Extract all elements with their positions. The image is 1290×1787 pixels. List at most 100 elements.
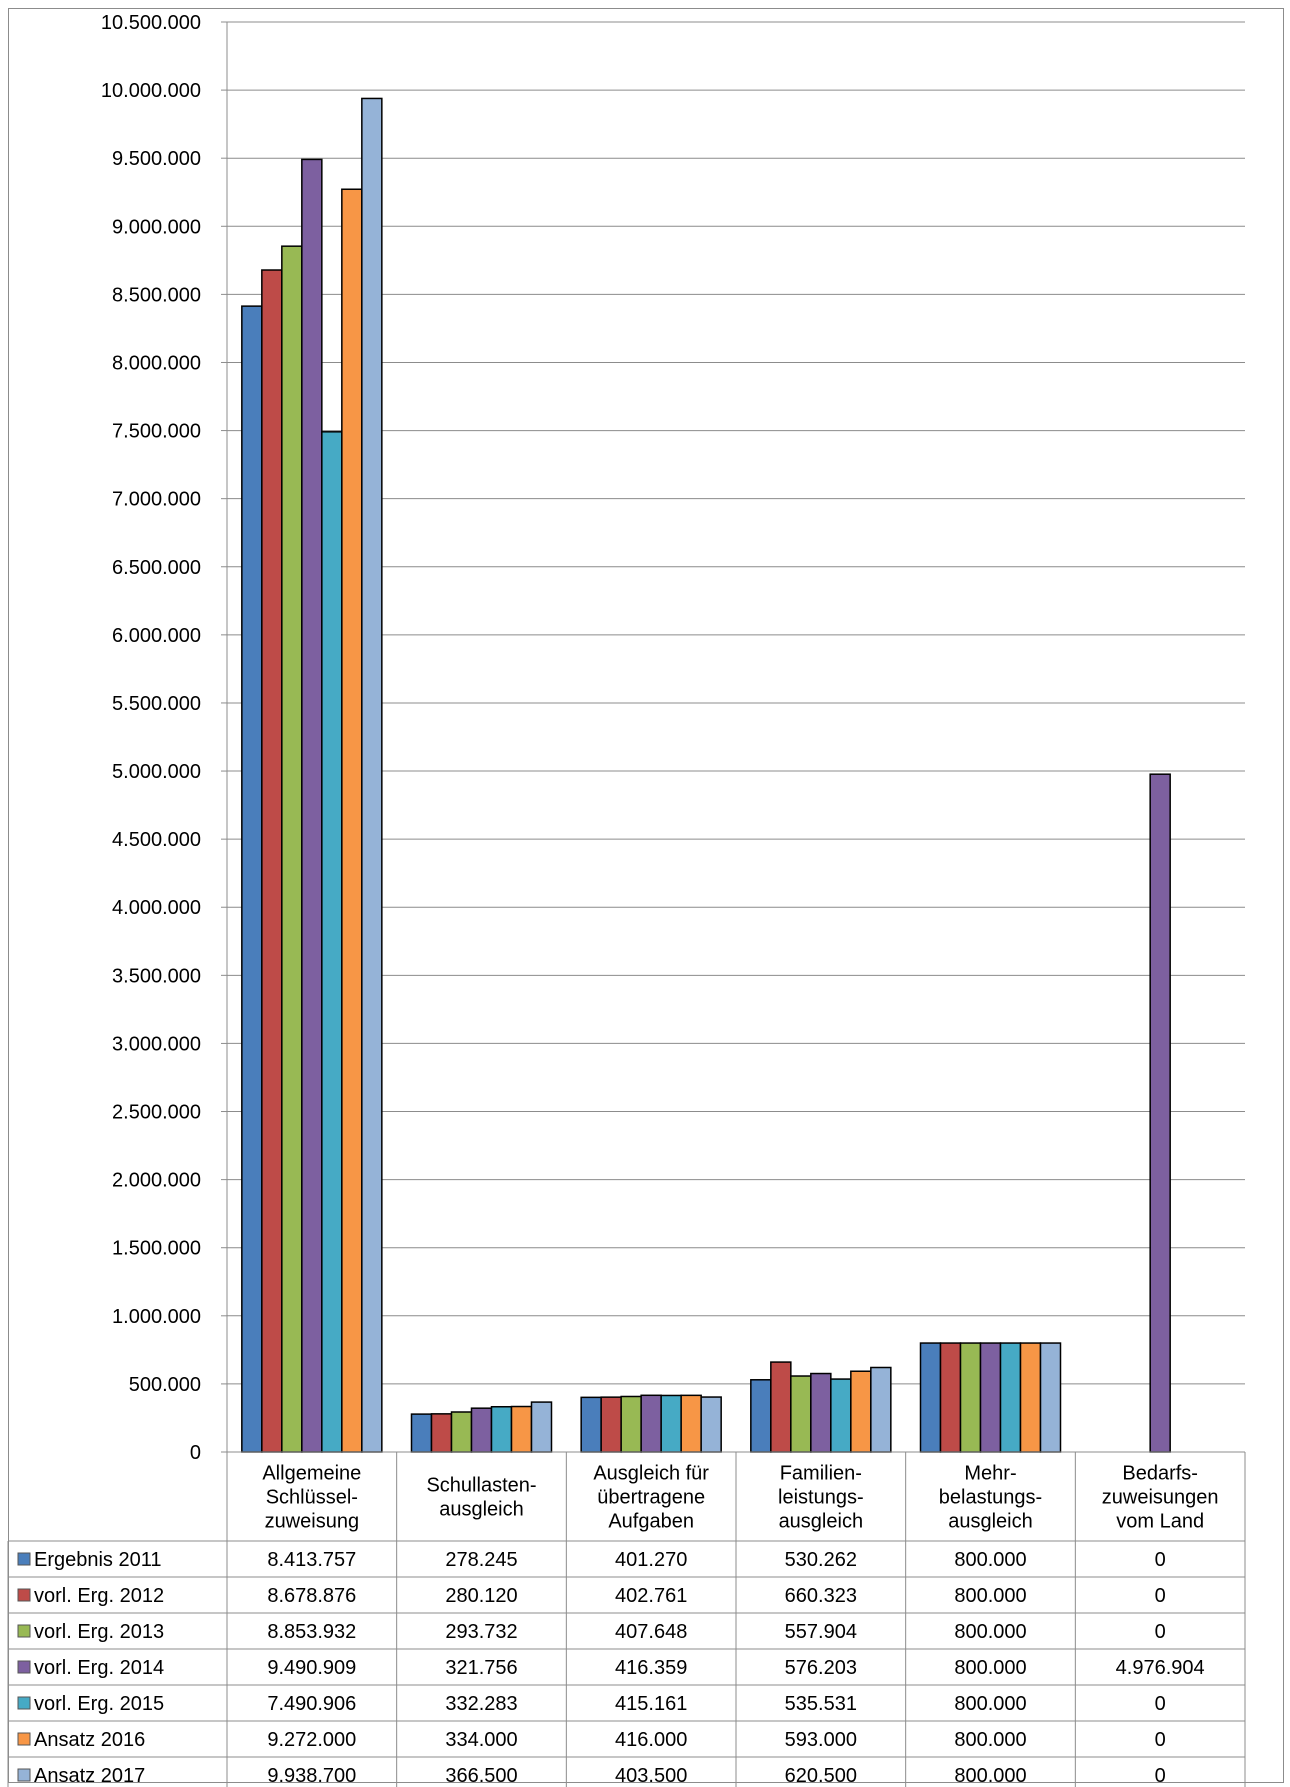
x-category-label: Allgemeine Schlüssel-zuweisung <box>262 1463 361 1533</box>
bar <box>470 1407 493 1453</box>
legend-series-name: Ergebnis 2011 <box>34 1549 162 1571</box>
bar <box>700 1396 722 1453</box>
bar <box>770 1361 792 1453</box>
y-tick-label: 6.000.000 <box>112 625 201 647</box>
bar <box>640 1394 662 1453</box>
table-value-cell: 0 <box>1155 1621 1166 1643</box>
table-value-cell: 8.413.757 <box>267 1549 356 1571</box>
y-tick-label: 9.500.000 <box>112 148 201 170</box>
y-tick-label: 7.500.000 <box>112 421 201 443</box>
table-value-cell: 535.531 <box>785 1693 857 1715</box>
x-category-label: Bedarfs-zuweisungen vom Land <box>1102 1463 1219 1533</box>
table-value-cell: 416.000 <box>615 1729 687 1751</box>
legend-swatch <box>17 1660 31 1674</box>
bar <box>919 1342 942 1453</box>
table-value-cell: 332.283 <box>445 1693 517 1715</box>
y-tick-label: 6.500.000 <box>112 557 201 579</box>
y-tick-label: 9.000.000 <box>112 216 201 238</box>
table-value-cell: 8.678.876 <box>267 1585 356 1607</box>
table-value-cell: 366.500 <box>445 1765 517 1787</box>
table-value-cell: 402.761 <box>615 1585 687 1607</box>
y-tick-label: 3.500.000 <box>112 965 201 987</box>
gridlines <box>227 21 1245 1385</box>
y-tick-label: 1.000.000 <box>112 1306 201 1328</box>
table-value-cell: 557.904 <box>785 1621 857 1643</box>
y-tick-label: 2.500.000 <box>112 1102 201 1124</box>
bar <box>241 305 263 1453</box>
table-value-cell: 415.161 <box>615 1693 687 1715</box>
y-tick-label: 5.500.000 <box>112 693 201 715</box>
bar <box>301 158 323 1453</box>
table-value-cell: 0 <box>1155 1693 1166 1715</box>
bar <box>999 1342 1022 1453</box>
y-tick-label: 3.000.000 <box>112 1033 201 1055</box>
table-value-cell: 280.120 <box>445 1585 517 1607</box>
legend-swatch <box>17 1696 31 1710</box>
legend-series-name: vorl. Erg. 2013 <box>34 1621 164 1643</box>
legend-swatch <box>17 1588 31 1602</box>
table-value-cell: 8.853.932 <box>267 1621 356 1643</box>
bar <box>790 1375 812 1453</box>
bar <box>620 1395 642 1453</box>
y-tick-label: 0 <box>190 1442 201 1464</box>
y-tick-label: 7.000.000 <box>112 489 201 511</box>
table-value-cell: 0 <box>1155 1549 1166 1571</box>
table-value-cell: 401.270 <box>615 1549 687 1571</box>
bar <box>939 1342 962 1453</box>
y-tick-label: 4.500.000 <box>112 829 201 851</box>
bar <box>281 245 303 1453</box>
y-tick-label: 1.500.000 <box>112 1238 201 1260</box>
x-category-label: Mehr-belastungs-ausgleich <box>939 1463 1042 1533</box>
table-value-cell: 407.648 <box>615 1621 687 1643</box>
bar <box>361 97 383 1453</box>
bar <box>660 1394 682 1453</box>
x-category-label: Familien-leistungs-ausgleich <box>778 1463 864 1533</box>
bar <box>810 1372 832 1453</box>
data-table: Allgemeine Schlüssel-zuweisung Schullasten… <box>7 1451 1246 1787</box>
bar <box>680 1394 702 1453</box>
bar <box>341 188 363 1453</box>
y-tick-label: 10.000.000 <box>101 80 201 102</box>
legend-series-name: vorl. Erg. 2012 <box>34 1585 164 1607</box>
table-value-cell: 321.756 <box>445 1657 517 1679</box>
table-value-cell: 334.000 <box>445 1729 517 1751</box>
table-value-cell: 403.500 <box>615 1765 687 1787</box>
legend-series-name: Ansatz 2016 <box>34 1729 145 1751</box>
bar <box>979 1342 1002 1453</box>
bar <box>959 1342 982 1453</box>
table-value-cell: 576.203 <box>785 1657 857 1679</box>
bar <box>600 1396 622 1453</box>
y-tick-label: 2.000.000 <box>112 1170 201 1192</box>
table-value-cell: 800.000 <box>954 1585 1026 1607</box>
y-tick-label: 500.000 <box>129 1374 201 1396</box>
legend-series-name: vorl. Erg. 2015 <box>34 1693 164 1715</box>
bars <box>241 97 1171 1453</box>
y-axis-ticks: 0 500.000 1.000.000 1.500.000 2.000.000 2.500… <box>101 12 228 1464</box>
legend-swatch <box>17 1552 31 1566</box>
bar <box>750 1379 772 1453</box>
table-value-cell: 800.000 <box>954 1729 1026 1751</box>
table-value-cell: 9.272.000 <box>267 1729 356 1751</box>
table-value-cell: 278.245 <box>445 1549 517 1571</box>
bar <box>1019 1342 1042 1453</box>
table-value-cell: 800.000 <box>954 1657 1026 1679</box>
legend-swatch <box>17 1732 31 1746</box>
table-value-cell: 7.490.906 <box>267 1693 356 1715</box>
table-value-cell: 800.000 <box>954 1621 1026 1643</box>
bar <box>830 1378 852 1453</box>
bar <box>870 1366 892 1453</box>
table-value-cell: 416.359 <box>615 1657 687 1679</box>
y-tick-label: 8.500.000 <box>112 284 201 306</box>
table-value-cell: 9.490.909 <box>267 1657 356 1679</box>
bar <box>850 1370 872 1453</box>
legend-swatch <box>17 1768 31 1782</box>
bar <box>510 1405 533 1453</box>
y-tick-label: 10.500.000 <box>101 12 201 34</box>
table-value-cell: 9.938.700 <box>267 1765 356 1787</box>
bar <box>1039 1342 1062 1453</box>
table-value-cell: 800.000 <box>954 1549 1026 1571</box>
bar <box>450 1411 473 1453</box>
table-value-cell: 0 <box>1155 1765 1166 1787</box>
table-value-cell: 4.976.904 <box>1116 1657 1205 1679</box>
